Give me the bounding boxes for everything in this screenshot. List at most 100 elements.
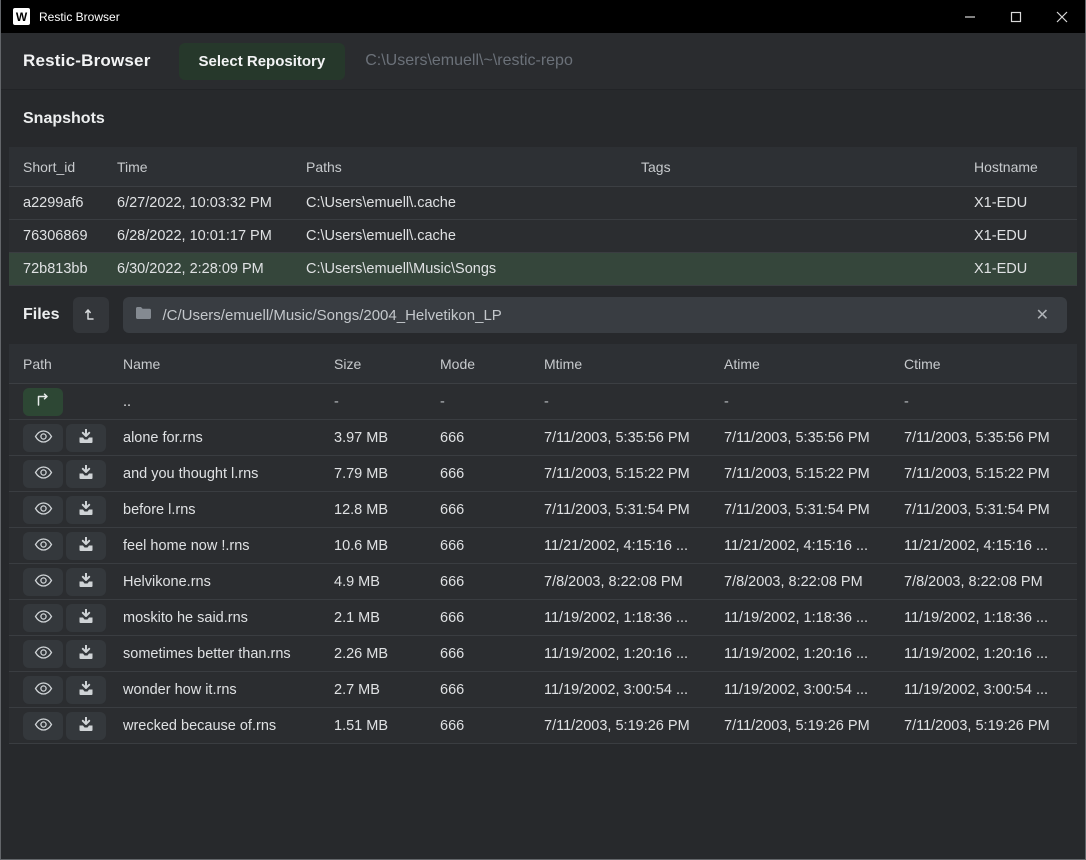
snapshots-table-header: Short_id Time Paths Tags Hostname [9,147,1077,187]
snapshot-row[interactable]: 76306869 6/28/2022, 10:01:17 PM C:\Users… [9,220,1077,253]
up-level-button[interactable] [73,297,110,333]
eye-icon [34,501,53,518]
column-name[interactable]: Name [123,355,161,372]
repository-path: C:\Users\emuell\~\restic-repo [365,52,573,69]
column-ctime[interactable]: Ctime [904,355,941,372]
download-file-button[interactable] [66,423,106,452]
column-mtime[interactable]: Mtime [544,355,583,372]
file-size: 4.9 MB [334,573,380,590]
snapshot-row[interactable]: a2299af6 6/27/2022, 10:03:32 PM C:\Users… [9,187,1077,220]
file-row: and you thought l.rns 7.79 MB 666 7/11/2… [9,456,1077,492]
file-mode: - [440,393,445,410]
download-file-button[interactable] [66,495,106,524]
file-atime: 11/21/2002, 4:15:16 ... [724,537,869,554]
snapshot-paths: C:\Users\emuell\Music\Songs [306,261,497,277]
file-mtime: 11/19/2002, 1:18:36 ... [544,609,689,626]
file-mtime: - [544,393,549,410]
eye-icon [34,465,53,482]
file-row: wrecked because of.rns 1.51 MB 666 7/11/… [9,708,1077,744]
close-button[interactable] [1039,0,1085,33]
app-title: Restic-Browser [23,51,151,70]
download-icon [78,608,94,627]
file-ctime: 7/11/2003, 5:15:22 PM [904,465,1050,482]
file-ctime: 7/11/2003, 5:19:26 PM [904,717,1050,734]
files-section-header: Files /C/Users/emuell/Music/Songs/2004_H… [1,286,1085,344]
clear-path-button[interactable]: ✕ [1030,303,1055,327]
snapshot-row[interactable]: 72b813bb 6/30/2022, 2:28:09 PM C:\Users\… [9,253,1077,286]
up-level-icon [83,306,99,325]
column-short-id[interactable]: Short_id [23,158,76,175]
file-size: 10.6 MB [334,537,388,554]
current-path-text: /C/Users/emuell/Music/Songs/2004_Helveti… [162,306,502,324]
download-file-button[interactable] [66,531,106,560]
download-icon [78,680,94,699]
snapshot-hostname: X1-EDU [974,261,1028,277]
column-tags[interactable]: Tags [641,158,671,175]
column-paths[interactable]: Paths [306,158,342,175]
column-size[interactable]: Size [334,355,362,372]
file-atime: 11/19/2002, 1:18:36 ... [724,609,869,626]
folder-icon [135,306,152,325]
eye-icon [34,717,53,734]
column-atime[interactable]: Atime [724,355,760,372]
file-atime: 7/8/2003, 8:22:08 PM [724,573,863,590]
file-atime: 7/11/2003, 5:31:54 PM [724,501,870,518]
snapshots-table: Short_id Time Paths Tags Hostname a2299a… [9,147,1077,286]
file-atime: 11/19/2002, 3:00:54 ... [724,681,869,698]
column-time[interactable]: Time [117,158,148,175]
snapshot-hostname: X1-EDU [974,228,1028,244]
file-mode: 666 [440,645,465,662]
wails-app-icon: W [13,8,30,25]
download-file-button[interactable] [66,567,106,596]
file-mtime: 11/21/2002, 4:15:16 ... [544,537,689,554]
file-size: - [334,393,339,410]
snapshot-paths: C:\Users\emuell\.cache [306,195,456,211]
download-icon [78,644,94,663]
file-size: 7.79 MB [334,465,388,482]
current-path-bar[interactable]: /C/Users/emuell/Music/Songs/2004_Helveti… [123,297,1067,333]
file-atime: 11/19/2002, 1:20:16 ... [724,645,869,662]
view-file-button[interactable] [23,531,63,560]
file-size: 1.51 MB [334,717,388,734]
column-mode[interactable]: Mode [440,355,476,372]
download-file-button[interactable] [66,603,106,632]
download-file-button[interactable] [66,639,106,668]
column-path[interactable]: Path [23,355,52,372]
repository-header: Restic-Browser Select Repository C:\User… [1,33,1085,90]
snapshot-time: 6/30/2022, 2:28:09 PM [117,261,264,277]
titlebar: W Restic Browser [1,0,1085,33]
download-file-button[interactable] [66,459,106,488]
download-file-button[interactable] [66,711,106,740]
file-ctime: 7/11/2003, 5:31:54 PM [904,501,1050,518]
file-mode: 666 [440,717,465,734]
snapshot-short-id: 72b813bb [23,261,88,277]
file-ctime: - [904,393,909,410]
files-title: Files [23,306,60,323]
view-file-button[interactable] [23,603,63,632]
file-size: 12.8 MB [334,501,388,518]
file-size: 2.26 MB [334,645,388,662]
view-file-button[interactable] [23,423,63,452]
snapshot-time: 6/27/2022, 10:03:32 PM [117,195,272,211]
select-repository-button[interactable]: Select Repository [178,42,346,80]
view-file-button[interactable] [23,459,63,488]
view-file-button[interactable] [23,711,63,740]
snapshots-section-header: Snapshots [1,90,1085,147]
file-name: Helvikone.rns [123,573,211,590]
parent-directory-row: .. - - - - - [9,384,1077,420]
column-hostname[interactable]: Hostname [974,158,1038,175]
minimize-button[interactable] [947,0,993,33]
go-parent-directory-button[interactable] [23,387,63,416]
file-mtime: 7/8/2003, 8:22:08 PM [544,573,683,590]
view-file-button[interactable] [23,639,63,668]
view-file-button[interactable] [23,567,63,596]
view-file-button[interactable] [23,675,63,704]
download-file-button[interactable] [66,675,106,704]
view-file-button[interactable] [23,495,63,524]
file-atime: - [724,393,729,410]
close-icon: ✕ [1035,307,1049,324]
file-mode: 666 [440,573,465,590]
maximize-button[interactable] [993,0,1039,33]
snapshot-short-id: 76306869 [23,228,88,244]
